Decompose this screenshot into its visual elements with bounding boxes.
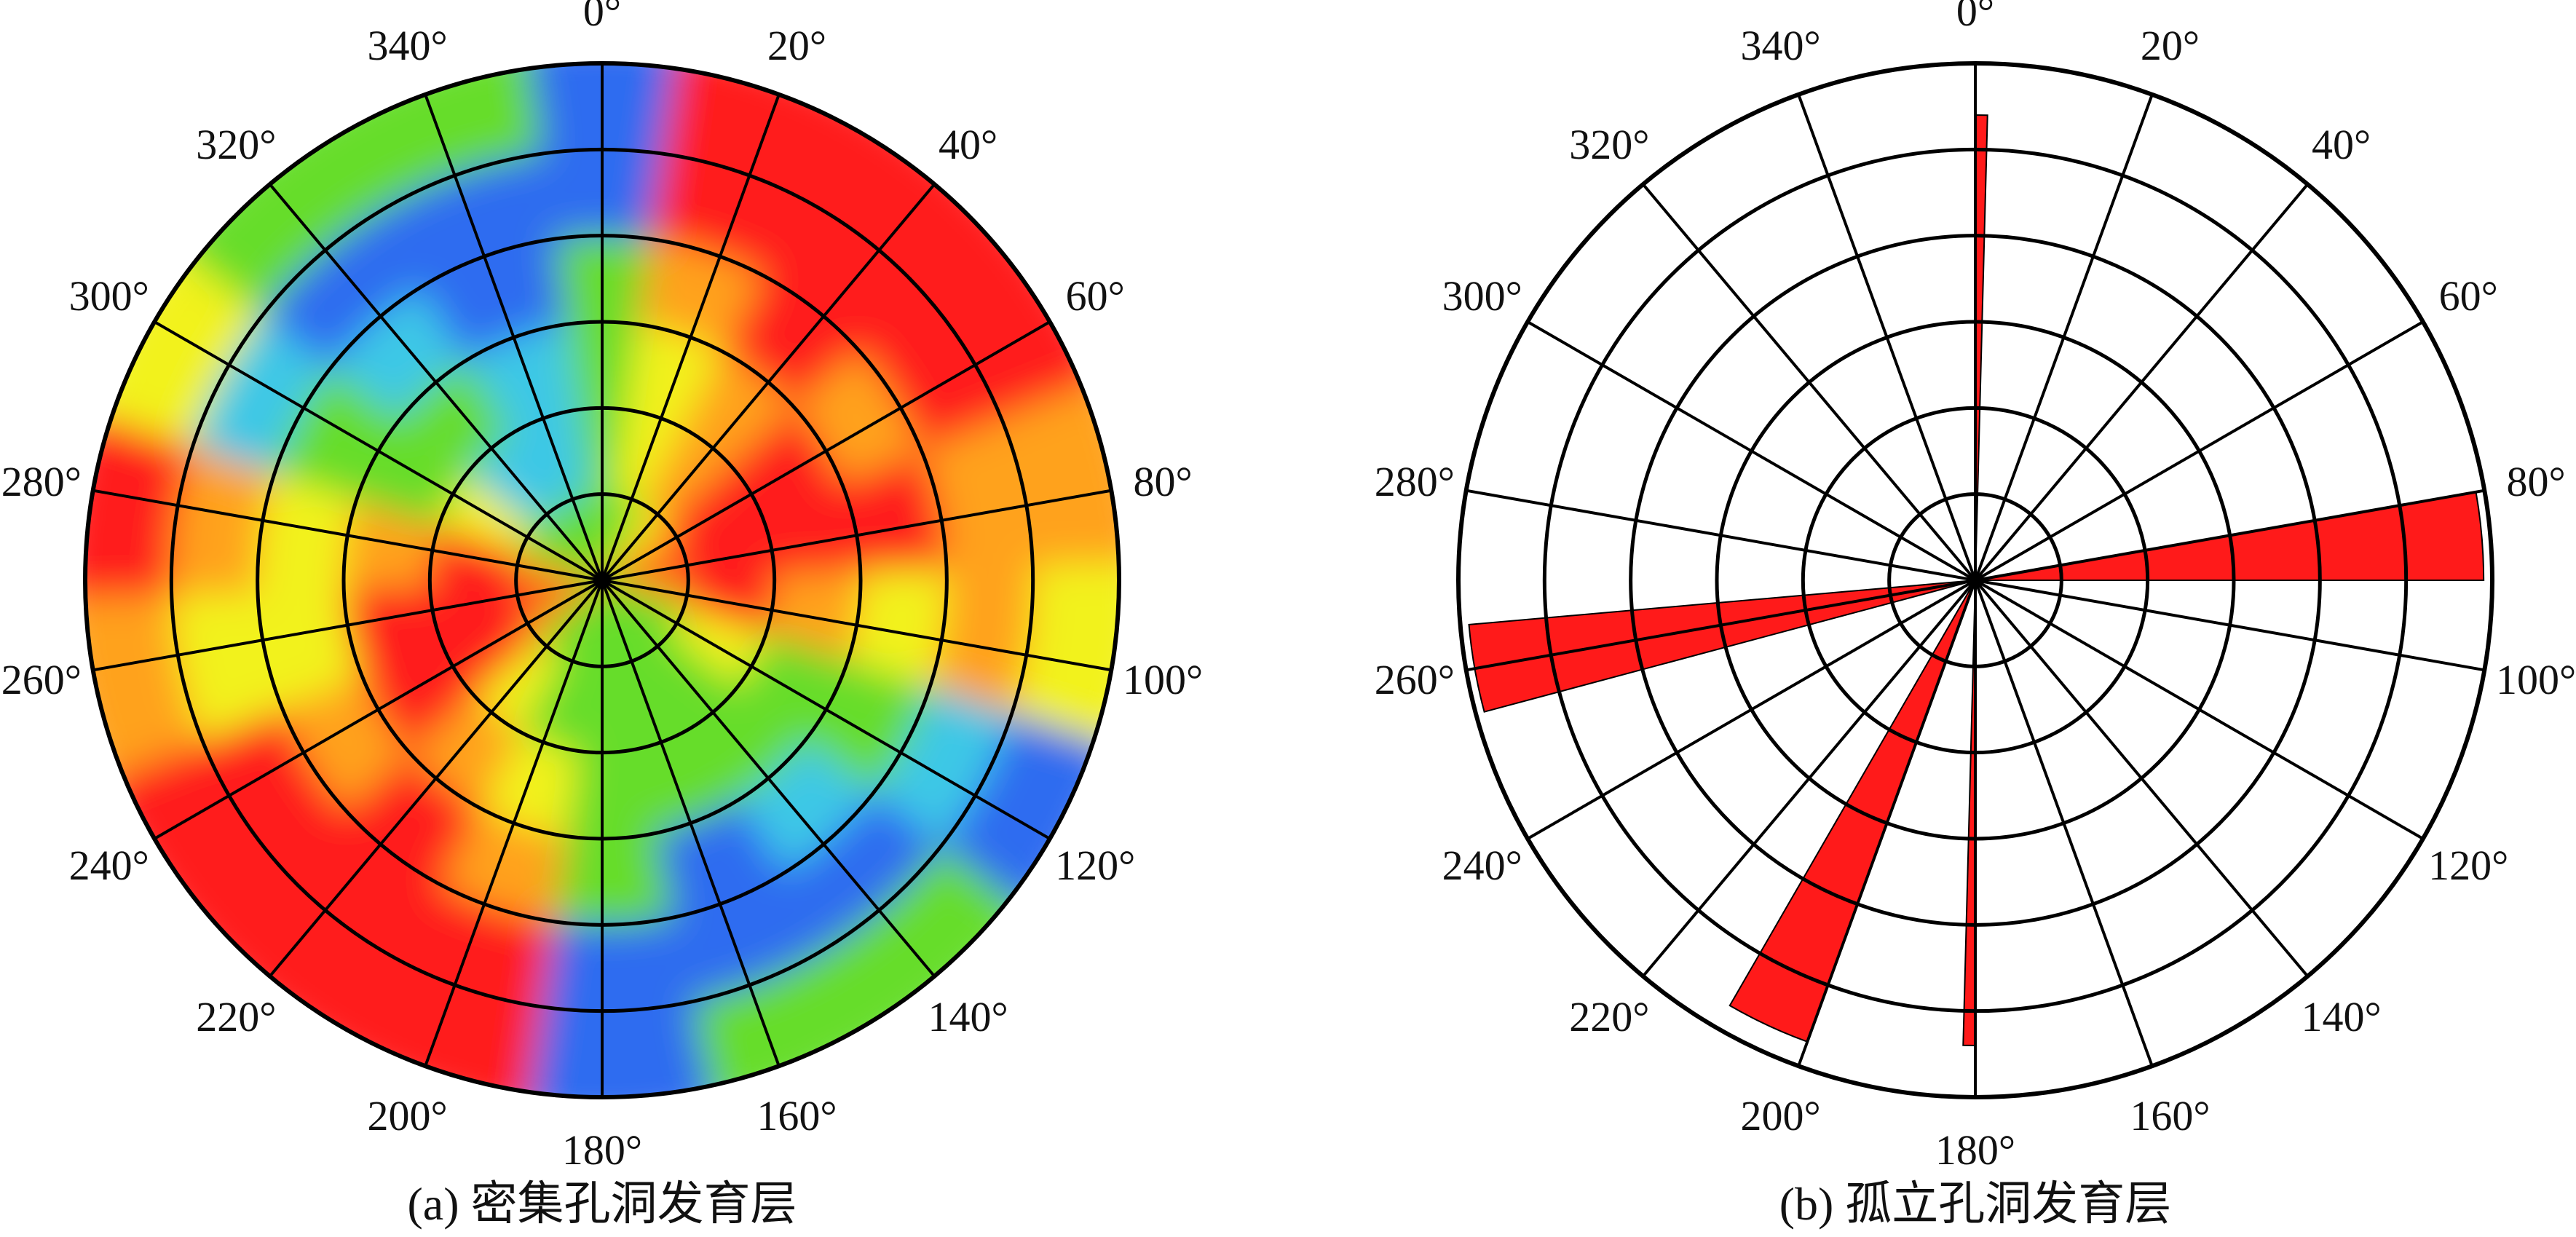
b-spoke-260 xyxy=(1466,579,1976,672)
b-tick-100: 100° xyxy=(2496,656,2576,703)
b-tick-320: 320° xyxy=(1569,121,1649,168)
b-spoke-220 xyxy=(1642,579,1977,978)
heat-cell-40-ring-3 xyxy=(683,326,829,475)
a-spoke-120 xyxy=(601,579,1051,840)
a-spoke-320 xyxy=(269,183,604,582)
b-spoke-120 xyxy=(1974,579,2424,840)
polar-grid-b xyxy=(1456,61,2494,1099)
b-spoke-300 xyxy=(1527,320,1977,582)
b-tick-220: 220° xyxy=(1569,993,1649,1040)
b-tick-180: 180° xyxy=(1935,1126,2015,1174)
b-spoke-20 xyxy=(1974,94,2154,581)
a-spoke-100 xyxy=(601,579,1112,672)
a-spoke-60 xyxy=(601,320,1051,582)
a-tick-80: 80° xyxy=(1134,458,1193,505)
a-tick-60: 60° xyxy=(1066,272,1125,320)
rose-petal-0-1.5 xyxy=(1975,114,1988,581)
a-spoke-220 xyxy=(269,579,604,978)
angle-tick-labels-a: 0° 20° 40° 60° 80° 100° 120° 140° 160° 180° 200° 22… xyxy=(1,0,1203,1174)
a-tick-260: 260° xyxy=(1,656,82,703)
a-tick-100: 100° xyxy=(1123,656,1203,703)
a-tick-40: 40° xyxy=(939,121,997,168)
a-tick-140: 140° xyxy=(928,993,1008,1040)
b-tick-60: 60° xyxy=(2439,272,2498,320)
b-spoke-200 xyxy=(1797,580,1977,1067)
heat-cell-220-ring-3 xyxy=(375,686,521,834)
a-spoke-20 xyxy=(601,94,781,581)
b-tick-340: 340° xyxy=(1740,22,1820,69)
a-spoke-200 xyxy=(424,580,604,1067)
heat-cell-340-ring-6 xyxy=(312,63,542,216)
angle-tick-labels-b: 0° 20° 40° 60° 80° 100° 120° 140° 160° 180° 200° 22… xyxy=(1375,0,2576,1174)
caption-a: (a) 密集孔洞发育层 xyxy=(407,1178,797,1230)
heatmap-cells xyxy=(85,63,1119,1097)
b-tick-40: 40° xyxy=(2312,121,2371,168)
a-tick-280: 280° xyxy=(1,458,82,505)
panel-a-dense-cavity: 0° 20° 40° 60° 80° 100° 120° 140° 160° 180° 200° 22… xyxy=(1,0,1203,1230)
b-tick-260: 260° xyxy=(1375,656,1455,703)
a-tick-0: 0° xyxy=(583,0,621,35)
b-tick-300: 300° xyxy=(1442,272,1522,320)
b-spoke-100 xyxy=(1975,579,2485,672)
caption-b: (b) 孤立孔洞发育层 xyxy=(1779,1178,2172,1230)
b-tick-0: 0° xyxy=(1956,0,1994,35)
b-tick-200: 200° xyxy=(1740,1092,1820,1139)
a-tick-20: 20° xyxy=(767,22,826,69)
heat-cell-160-ring-6 xyxy=(662,945,892,1097)
panel-b-isolated-cavity: 0° 20° 40° 60° 80° 100° 120° 140° 160° 180° 200° 22… xyxy=(1375,0,2576,1230)
b-spoke-320 xyxy=(1642,183,1977,582)
heat-cell-240-ring-6 xyxy=(85,713,283,946)
a-spoke-240 xyxy=(154,579,604,840)
rose-petal-180-181.5 xyxy=(1962,580,1976,1047)
a-tick-240: 240° xyxy=(69,842,149,889)
b-tick-140: 140° xyxy=(2302,993,2382,1040)
a-tick-220: 220° xyxy=(196,993,276,1040)
a-tick-200: 200° xyxy=(367,1092,447,1139)
b-spoke-140 xyxy=(1974,579,2309,978)
a-spoke-80 xyxy=(601,489,1112,582)
a-tick-180: 180° xyxy=(562,1126,642,1174)
a-tick-300: 300° xyxy=(69,272,149,320)
b-spoke-80 xyxy=(1975,489,2485,582)
b-spoke-60 xyxy=(1974,320,2424,582)
a-spoke-260 xyxy=(92,579,603,672)
b-spoke-160 xyxy=(1974,580,2154,1067)
a-tick-320: 320° xyxy=(196,121,276,168)
b-tick-120: 120° xyxy=(2428,842,2508,889)
a-spoke-280 xyxy=(92,489,603,582)
b-spoke-240 xyxy=(1527,579,1977,840)
b-tick-280: 280° xyxy=(1375,458,1455,505)
b-tick-20: 20° xyxy=(2141,22,2200,69)
b-spoke-340 xyxy=(1797,94,1977,581)
a-spoke-140 xyxy=(601,579,936,978)
a-spoke-160 xyxy=(601,580,781,1067)
heat-cell-60-ring-6 xyxy=(922,215,1119,448)
b-tick-240: 240° xyxy=(1442,842,1522,889)
a-spoke-40 xyxy=(601,183,936,582)
a-tick-340: 340° xyxy=(367,22,447,69)
a-tick-160: 160° xyxy=(756,1092,837,1139)
b-tick-160: 160° xyxy=(2130,1092,2210,1139)
b-spoke-40 xyxy=(1974,183,2309,582)
a-spoke-340 xyxy=(424,94,604,581)
a-spoke-300 xyxy=(154,320,604,582)
b-spoke-280 xyxy=(1466,489,1976,582)
polar-grid-a xyxy=(83,61,1121,1099)
a-tick-120: 120° xyxy=(1055,842,1135,889)
b-tick-80: 80° xyxy=(2507,458,2566,505)
